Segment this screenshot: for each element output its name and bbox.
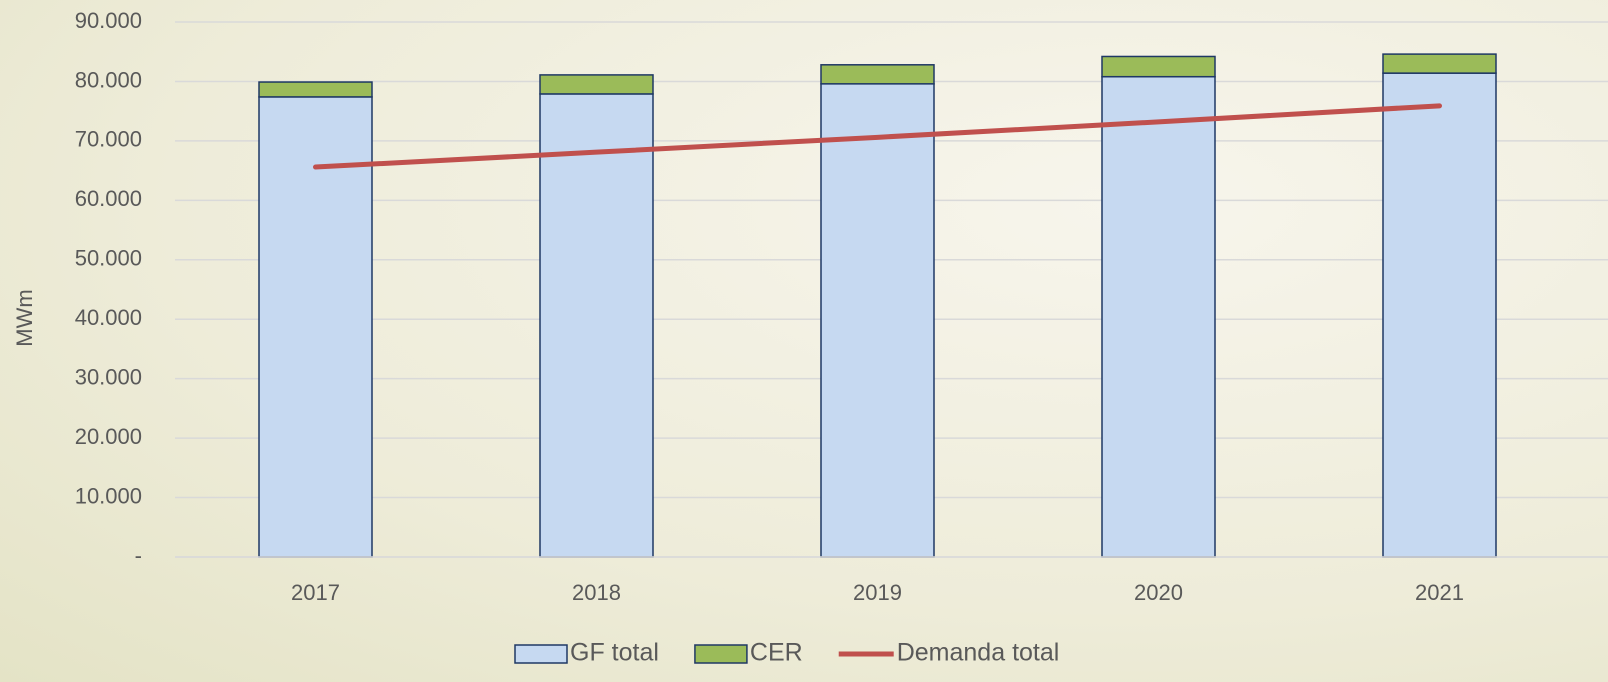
bar-segment bbox=[1101, 75, 1216, 558]
y-tick-label: 90.000 bbox=[75, 8, 142, 33]
legend-label: Demanda total bbox=[897, 639, 1060, 667]
x-tick-label: 2017 bbox=[291, 580, 340, 605]
bar-segment bbox=[1382, 53, 1497, 74]
y-tick-label: 20.000 bbox=[75, 424, 142, 449]
bar-segment bbox=[820, 64, 935, 85]
x-tick-label: 2019 bbox=[853, 580, 902, 605]
legend-label: CER bbox=[750, 639, 803, 667]
y-tick-label: 70.000 bbox=[75, 127, 142, 152]
legend-label: GF total bbox=[570, 639, 659, 667]
bar-segment bbox=[1382, 72, 1497, 558]
y-tick-label: 10.000 bbox=[75, 483, 142, 508]
bar-segment bbox=[1101, 55, 1216, 78]
y-tick-label: - bbox=[135, 543, 142, 568]
y-tick-label: 40.000 bbox=[75, 305, 142, 330]
legend-swatch bbox=[694, 644, 748, 664]
x-tick-label: 2018 bbox=[572, 580, 621, 605]
y-tick-label: 60.000 bbox=[75, 186, 142, 211]
line-series bbox=[313, 103, 1442, 170]
bar-segment bbox=[258, 81, 373, 98]
bar-segment bbox=[820, 83, 935, 558]
bar-segment bbox=[539, 74, 654, 95]
x-tick-label: 2020 bbox=[1134, 580, 1183, 605]
y-tick-label: 30.000 bbox=[75, 364, 142, 389]
y-axis-label: MWm bbox=[12, 289, 37, 346]
x-tick-label: 2021 bbox=[1415, 580, 1464, 605]
y-tick-label: 50.000 bbox=[75, 246, 142, 271]
legend-swatch bbox=[514, 644, 568, 664]
y-tick-label: 80.000 bbox=[75, 67, 142, 92]
bar-segment bbox=[539, 93, 654, 558]
